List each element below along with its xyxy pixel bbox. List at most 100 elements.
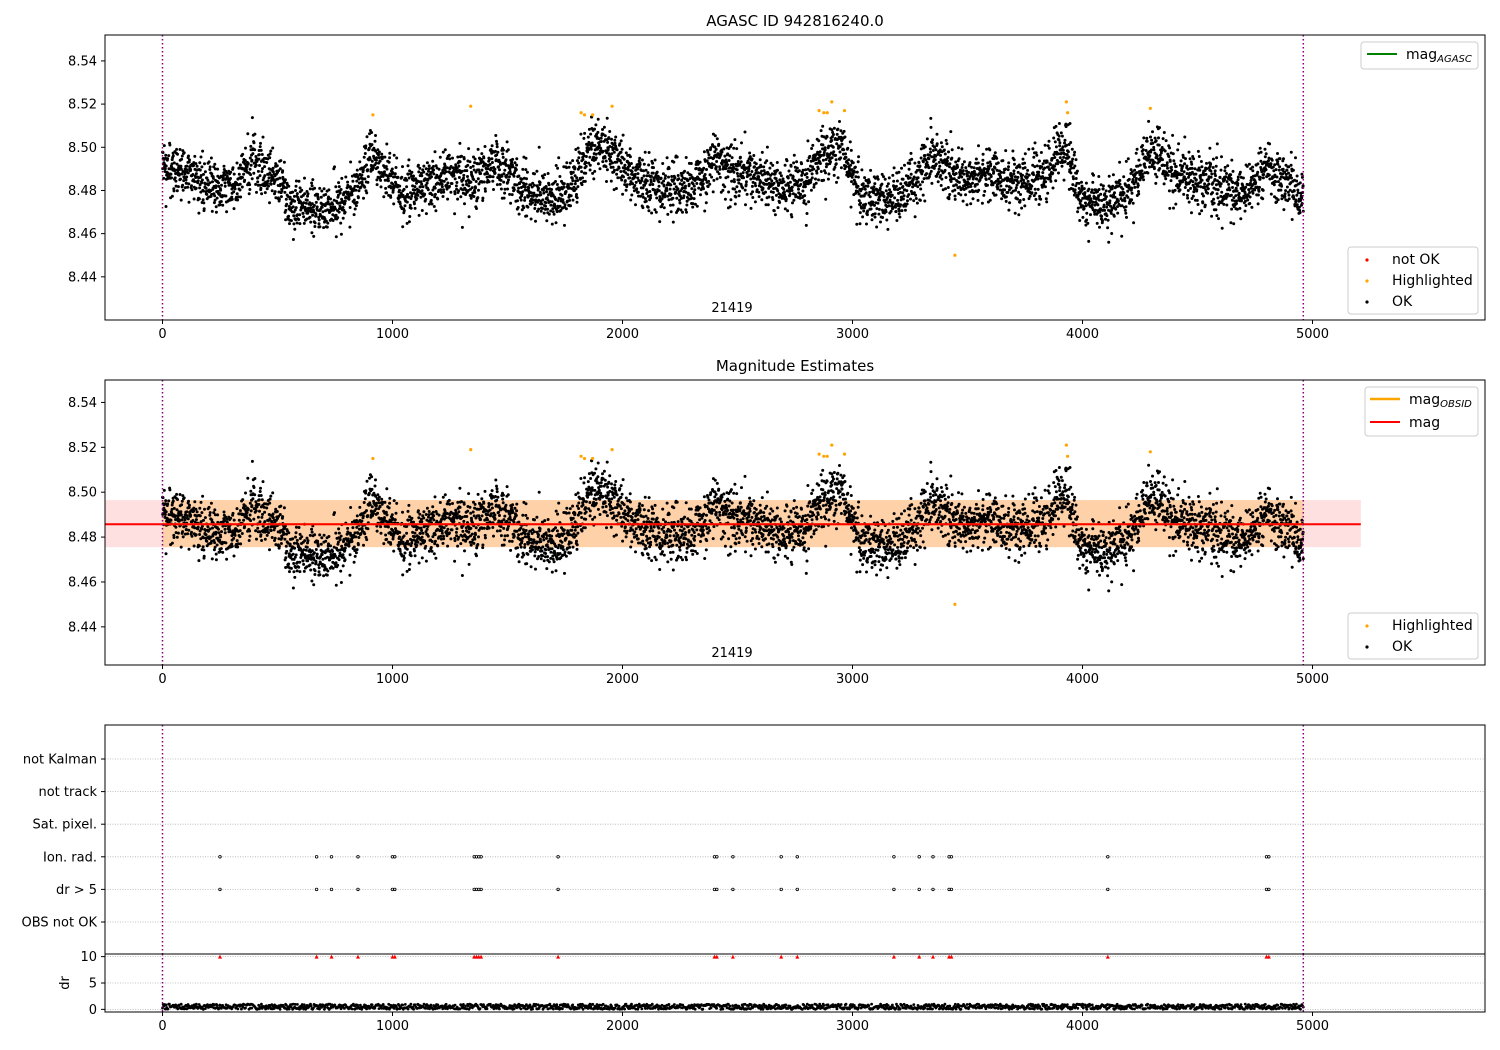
- ok-point: [525, 214, 529, 218]
- ok-point: [229, 177, 232, 180]
- ok-point: [1102, 203, 1106, 207]
- ok-point: [594, 152, 598, 156]
- ok-point: [648, 183, 652, 187]
- ok-point: [565, 166, 569, 170]
- ok-point: [757, 190, 761, 194]
- ok-point: [304, 207, 308, 211]
- ok-point: [260, 170, 264, 173]
- ok-point: [640, 176, 644, 180]
- ok-point: [895, 179, 899, 183]
- ok-point: [1073, 164, 1077, 168]
- ok-point: [314, 200, 318, 204]
- ok-point: [769, 161, 773, 165]
- ok-point: [365, 135, 369, 139]
- ok-point: [1071, 183, 1075, 187]
- ok-point: [590, 141, 594, 145]
- ok-point: [878, 186, 882, 190]
- ok-point: [1178, 188, 1182, 192]
- ok-point: [1032, 173, 1036, 177]
- ok-point: [861, 215, 865, 219]
- ok-point: [579, 165, 583, 169]
- ok-point: [811, 143, 815, 147]
- ok-point: [1194, 172, 1198, 176]
- ok-point: [1054, 168, 1057, 172]
- ok-point: [539, 193, 543, 197]
- ok-point: [1083, 191, 1087, 195]
- ok-point: [354, 204, 358, 208]
- ok-point: [612, 150, 616, 154]
- ok-point: [729, 143, 733, 147]
- ok-point: [596, 117, 600, 121]
- ok-point: [522, 181, 525, 185]
- ok-point: [1268, 142, 1272, 146]
- ok-point: [445, 157, 449, 160]
- ok-point: [380, 152, 384, 156]
- ok-point: [950, 156, 954, 160]
- ok-point: [790, 185, 794, 189]
- ok-point: [366, 180, 370, 184]
- ok-point: [821, 124, 825, 128]
- ok-point: [379, 185, 383, 189]
- ok-point: [909, 151, 913, 155]
- ok-point: [1281, 167, 1285, 171]
- ok-point: [599, 136, 603, 140]
- ok-point: [218, 192, 222, 196]
- ok-point: [799, 192, 803, 196]
- ok-point: [268, 201, 271, 205]
- ok-point: [1218, 176, 1222, 179]
- ok-point: [754, 184, 758, 188]
- ok-point: [687, 182, 691, 186]
- ok-point: [1141, 175, 1145, 179]
- ok-point: [565, 161, 569, 165]
- ok-point: [1051, 186, 1055, 190]
- ok-point: [174, 184, 178, 188]
- ok-point: [774, 193, 778, 197]
- ok-point: [701, 182, 705, 186]
- ok-point: [442, 188, 445, 192]
- ok-point: [772, 181, 776, 185]
- ok-point: [259, 148, 263, 152]
- ok-point: [663, 176, 667, 180]
- ok-point: [725, 160, 729, 164]
- ok-point: [628, 155, 632, 159]
- ok-point: [1026, 168, 1030, 172]
- ok-point: [1232, 222, 1236, 226]
- ok-point: [214, 210, 218, 214]
- ok-point: [1219, 182, 1223, 186]
- ok-point: [1212, 197, 1216, 201]
- ok-point: [444, 170, 448, 174]
- ok-point: [1225, 180, 1229, 184]
- ok-point: [737, 178, 741, 182]
- ok-point: [676, 207, 680, 211]
- ok-point: [238, 188, 242, 192]
- ok-point: [491, 179, 495, 183]
- ok-point: [868, 190, 872, 194]
- ok-point: [1004, 199, 1008, 203]
- ok-point: [1196, 203, 1200, 206]
- ok-point: [180, 172, 184, 176]
- ok-point: [792, 153, 796, 157]
- ok-point: [633, 184, 637, 187]
- ok-point: [279, 159, 283, 163]
- ok-point: [319, 195, 323, 199]
- ok-point: [1207, 182, 1211, 186]
- ok-point: [278, 176, 282, 180]
- ok-point: [892, 166, 896, 170]
- ok-point: [1033, 187, 1037, 191]
- ok-point: [782, 180, 786, 184]
- ok-point: [1044, 197, 1048, 201]
- ok-point: [959, 193, 963, 197]
- ok-point: [1191, 194, 1195, 198]
- ok-point: [525, 170, 529, 174]
- ok-point: [327, 188, 331, 192]
- ok-point: [366, 175, 370, 179]
- ok-point: [582, 154, 586, 158]
- ok-point: [468, 160, 472, 164]
- ok-point: [418, 166, 422, 170]
- ok-point: [173, 176, 177, 180]
- ok-point: [500, 174, 504, 178]
- ok-point: [322, 187, 326, 191]
- ok-point: [810, 176, 814, 180]
- ok-point: [831, 145, 835, 149]
- ok-point: [965, 203, 969, 207]
